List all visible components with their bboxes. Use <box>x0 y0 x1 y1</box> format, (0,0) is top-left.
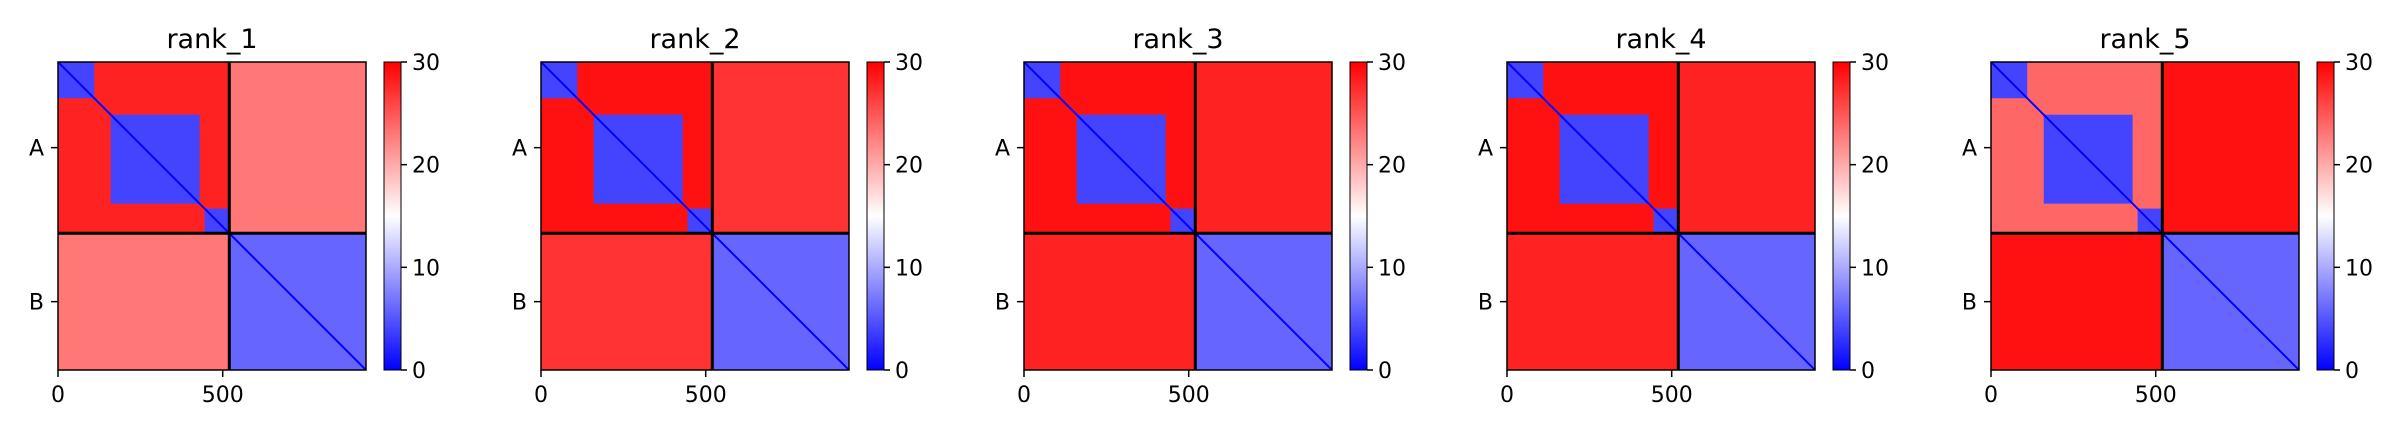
colorbar-tick-label: 20 <box>1378 154 1406 179</box>
colorbar-tick-label: 20 <box>2345 154 2373 179</box>
panel-rank_2: rank_2 0 500 A B 0 10 20 30 <box>512 24 923 408</box>
colorbar-tick-label: 30 <box>1861 51 1889 76</box>
colorbar <box>2316 61 2335 371</box>
colorbar-tick-label: 20 <box>895 154 923 179</box>
x-tick-label: 500 <box>1168 383 1210 408</box>
heatmap-diagonal <box>1507 62 1815 370</box>
axes-frame <box>1990 61 2300 371</box>
panel-title: rank_4 <box>1615 24 1706 55</box>
colorbar <box>383 61 402 371</box>
colorbar-tick-label: 0 <box>1861 359 1875 384</box>
colorbar-tick-label: 30 <box>412 51 440 76</box>
panel-title: rank_3 <box>1132 24 1223 55</box>
y-tick-label: B <box>995 291 1010 316</box>
panel-rank_1: rank_1 0 500 A B 0 10 20 30 <box>29 24 440 408</box>
heatmap-diagonal <box>541 62 849 370</box>
axes-frame <box>1506 61 1816 371</box>
colorbar-tick-label: 10 <box>2345 256 2373 281</box>
colorbar-tick-label: 30 <box>1378 51 1406 76</box>
y-tick-label: A <box>995 137 1010 162</box>
axes-frame <box>1023 61 1333 371</box>
heatmap <box>1024 62 1332 370</box>
x-tick-label: 0 <box>534 383 548 408</box>
colorbar <box>1832 61 1851 371</box>
x-tick-label: 0 <box>1984 383 1998 408</box>
x-tick-label: 0 <box>1017 383 1031 408</box>
heatmap-diagonal <box>1024 62 1332 370</box>
x-tick-label: 0 <box>51 383 65 408</box>
panel-title: rank_2 <box>649 24 740 55</box>
heatmap <box>1507 62 1815 370</box>
colorbar-tick-label: 0 <box>895 359 909 384</box>
colorbar-tick-label: 0 <box>1378 359 1392 384</box>
panel-rank_5: rank_5 0 500 A B 0 10 20 30 <box>1962 24 2373 408</box>
y-tick-label: A <box>29 137 44 162</box>
panel-rank_3: rank_3 0 500 A B 0 10 20 30 <box>995 24 1406 408</box>
y-tick-label: B <box>1962 291 1977 316</box>
colorbar-tick-label: 30 <box>895 51 923 76</box>
colorbar-tick-label: 20 <box>412 154 440 179</box>
colorbar-tick-label: 10 <box>1378 256 1406 281</box>
colorbar <box>1349 61 1368 371</box>
y-tick-label: A <box>1478 137 1493 162</box>
colorbar-tick-label: 10 <box>895 256 923 281</box>
y-tick-label: A <box>512 137 527 162</box>
heatmap-diagonal <box>58 62 366 370</box>
y-tick-label: B <box>512 291 527 316</box>
panel-title: rank_5 <box>2099 24 2190 55</box>
colorbar-tick-label: 30 <box>2345 51 2373 76</box>
x-tick-label: 500 <box>685 383 727 408</box>
heatmap <box>541 62 849 370</box>
x-tick-label: 500 <box>2135 383 2177 408</box>
colorbar-tick-label: 20 <box>1861 154 1889 179</box>
panel-rank_4: rank_4 0 500 A B 0 10 20 30 <box>1478 24 1889 408</box>
heatmap <box>1991 62 2299 370</box>
axes-frame <box>540 61 850 371</box>
panel-title: rank_1 <box>166 24 257 55</box>
y-tick-label: B <box>29 291 44 316</box>
colorbar-tick-label: 10 <box>1861 256 1889 281</box>
heatmap-diagonal <box>1991 62 2299 370</box>
colorbar <box>866 61 885 371</box>
heatmap <box>58 62 366 370</box>
x-tick-label: 500 <box>202 383 244 408</box>
x-tick-label: 500 <box>1651 383 1693 408</box>
y-tick-label: B <box>1478 291 1493 316</box>
y-tick-label: A <box>1962 137 1977 162</box>
x-tick-label: 0 <box>1500 383 1514 408</box>
colorbar-tick-label: 0 <box>2345 359 2359 384</box>
colorbar-tick-label: 0 <box>412 359 426 384</box>
colorbar-tick-label: 10 <box>412 256 440 281</box>
axes-frame <box>57 61 367 371</box>
